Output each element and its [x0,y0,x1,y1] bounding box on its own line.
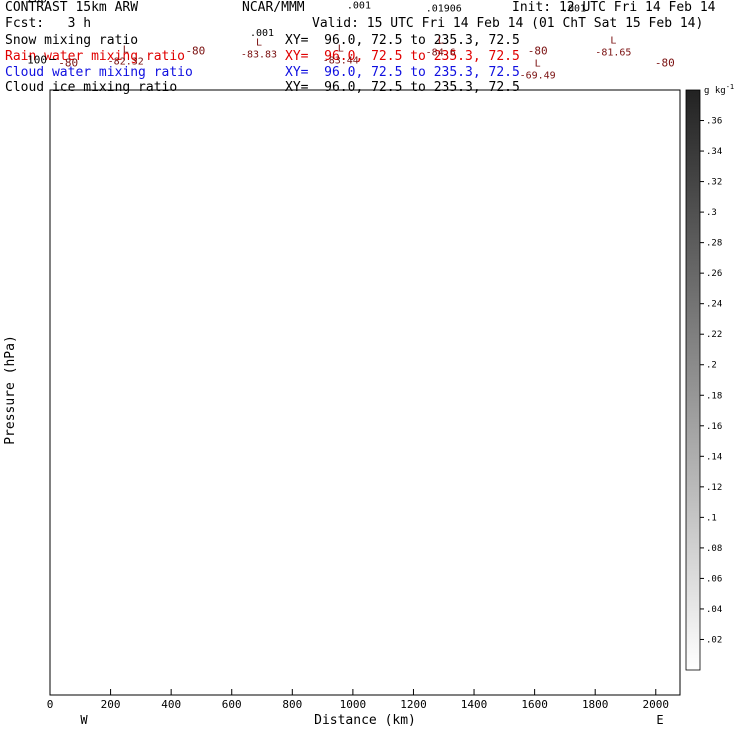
colorbar-tick-label: .26 [706,269,722,279]
x-tick-label: 400 [161,698,181,711]
extremum-value: -69.49 [520,71,556,82]
colorbar-tick-label: .36 [706,117,722,127]
forecast-hour: Fcst: 3 h [5,16,92,31]
init-time: Init: 12 UTC Fri 14 Feb 14 [512,0,716,15]
colorbar-unit: g kg-1 [704,83,734,96]
colorbar-tick-label: .32 [706,178,722,188]
isotherm-line [50,63,680,81]
colorbar-tick-label: .08 [706,544,722,554]
extremum-value: -83.83 [241,49,277,60]
contour-value-label: .001 [250,28,274,39]
y-axis-label: Pressure (hPa) [3,335,18,445]
colorbar-tick-label: .24 [706,300,722,310]
isotherm-label: -80 [58,57,78,70]
contour-value-label: .001 [347,0,371,11]
y-tick-label: 100 [27,53,47,66]
colorbar-tick-label: .34 [706,147,722,157]
colorbar-scale [685,89,701,671]
contour-labels: -80-80-80-80-40-40-40-30-30-30-20-20-20-… [58,0,675,82]
field-xy-cloud-water: XY= 96.0, 72.5 to 235.3, 72.5 [285,65,520,80]
field-xy-snow: XY= 96.0, 72.5 to 235.3, 72.5 [285,33,520,48]
colorbar-tick-label: .28 [706,239,722,249]
colorbar-tick-label: .16 [706,422,722,432]
field-name-cloud-ice: Cloud ice mixing ratio [5,80,178,95]
model-title: CONTRAST 15km ARW [5,0,139,15]
colorbar-tick-label: .2 [706,361,717,371]
x-tick-label: 1200 [400,698,427,711]
x-tick-label: 1600 [521,698,548,711]
valid-time: Valid: 15 UTC Fri 14 Feb 14 (01 ChT Sat … [312,16,704,31]
colorbar-tick-label: .18 [706,391,722,401]
extremum-value: -84.6 [426,48,456,59]
x-tick-label: 600 [222,698,242,711]
x-tick-label: 0 [47,698,54,711]
extremum-mark: L [438,36,444,47]
west-label: W [80,713,88,727]
extremum-mark: L [610,36,616,47]
extremum-value: .01906 [426,4,462,15]
extremum-value: -83.44 [323,55,359,66]
colorbar: g kg-1 .02 .04 .06 .08 .1 .12 .14 .16 .18 .2 .22 .2… [685,83,734,671]
isotherm-line [50,51,680,70]
isotherm-label: -80 [655,57,675,70]
colorbar-tick-label: .04 [706,605,722,615]
field-name-snow: Snow mixing ratio [5,33,139,48]
isotherm-label: -80 [528,44,548,57]
x-tick-label: 1000 [340,698,367,711]
field-name-cloud-water: Cloud water mixing ratio [5,65,193,80]
extremum-mark: L [338,43,344,54]
org-label: NCAR/MMM [242,0,305,15]
colorbar-tick-label: .06 [706,574,722,584]
colorbar-tick-label: .1 [706,513,717,523]
y-tick-label: 200 [27,0,47,5]
x-tick-label: 200 [101,698,121,711]
colorbar-tick-label: .12 [706,483,722,493]
colorbar-tick-label: .14 [706,452,722,462]
isotherm-label: -80 [185,44,205,57]
extremum-value: -82.32 [108,57,144,68]
x-tick-label: 1400 [461,698,488,711]
isotherm-line [50,18,680,37]
east-label: E [656,713,663,727]
extremum-mark: H [441,0,447,3]
colorbar-tick-label: .02 [706,635,722,645]
colorbar-tick-label: .22 [706,330,722,340]
x-tick-label: 2000 [643,698,670,711]
extremum-value: -81.65 [595,48,631,59]
isotherm-line [50,29,680,47]
field-xy-cloud-ice: XY= 96.0, 72.5 to 235.3, 72.5 [285,80,520,95]
x-axis-label: Distance (km) [314,713,416,728]
extremum-mark: L [535,59,541,70]
field-name-rain: Rain water mixing ratio [5,49,186,64]
plot-frame [49,89,681,696]
axes: 0 200 400 600 800 1000 1200 1400 1600 1800 2000 100… [27,0,670,711]
colorbar-tick-label: .3 [706,208,717,218]
contour-value-label: .001 [562,4,586,15]
x-tick-label: 800 [282,698,302,711]
field-xy-rain: XY= 96.0, 72.5 to 235.3, 72.5 [285,49,520,64]
isotherm-line [50,41,680,59]
extremum-mark: L [123,45,129,56]
x-tick-label: 1800 [582,698,609,711]
extremum-mark: L [256,37,262,48]
